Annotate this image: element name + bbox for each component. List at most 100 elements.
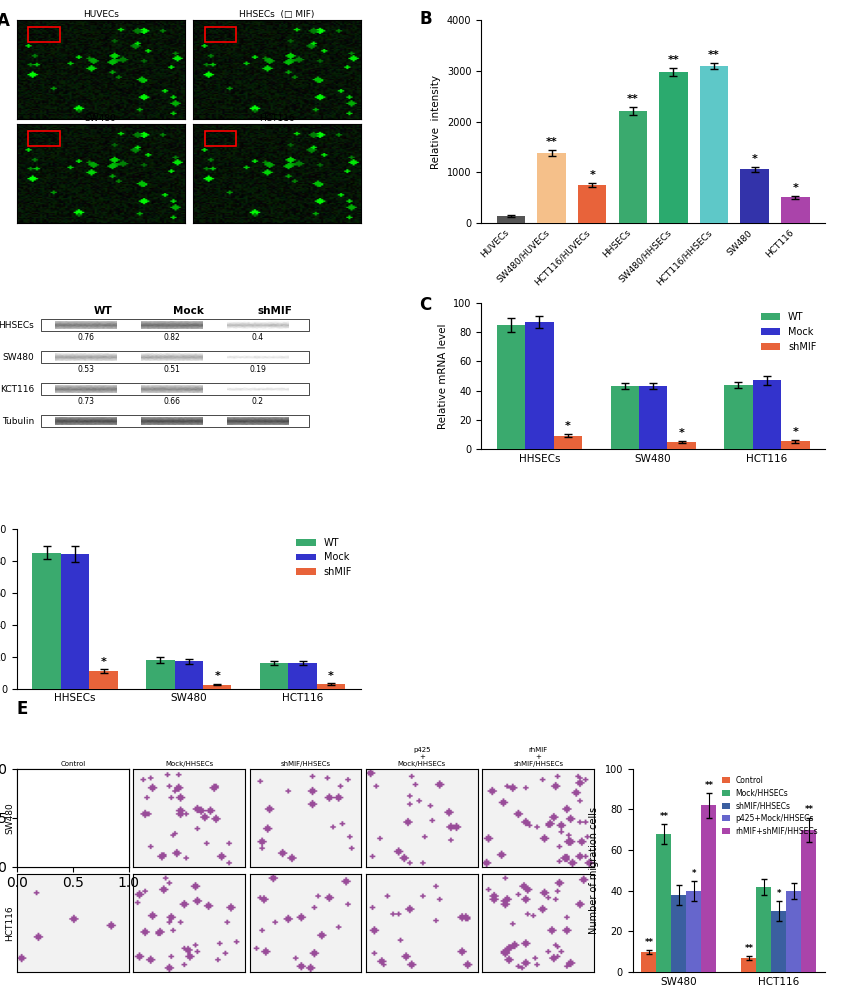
Text: shMIF: shMIF	[258, 307, 292, 316]
Title: HHSECs  (□ MIF): HHSECs (□ MIF)	[239, 10, 315, 19]
Text: Tubulin: Tubulin	[2, 417, 34, 426]
Text: *: *	[776, 889, 781, 898]
Text: *: *	[792, 183, 798, 192]
Text: *: *	[215, 672, 221, 682]
Bar	[701, 806, 717, 972]
Text: *: *	[328, 671, 334, 681]
Bar	[537, 153, 566, 223]
Text: **: **	[708, 50, 720, 60]
Text: **: **	[668, 55, 679, 64]
Bar	[802, 829, 817, 972]
Text: 0.53: 0.53	[77, 365, 94, 374]
Bar	[205, 131, 236, 146]
Title: HCT116: HCT116	[259, 114, 295, 123]
Bar	[639, 386, 668, 448]
Text: 0.82: 0.82	[163, 332, 180, 342]
Text: **: **	[804, 806, 813, 814]
Title: p425
+
Mock/HHSECs: p425 + Mock/HHSECs	[397, 747, 446, 767]
Text: *: *	[792, 428, 798, 437]
Y-axis label: HCT116: HCT116	[5, 906, 14, 941]
Legend: WT, Mock, shMIF: WT, Mock, shMIF	[757, 309, 820, 356]
Title: HUVECs: HUVECs	[83, 10, 119, 19]
Bar	[700, 65, 728, 223]
Legend: WT, Mock, shMIF: WT, Mock, shMIF	[292, 534, 356, 581]
Bar	[724, 385, 753, 448]
Bar	[174, 662, 203, 688]
Text: C: C	[419, 296, 432, 314]
Title: Control: Control	[60, 761, 85, 767]
Legend: Control, Mock/HHSECs, shMIF/HHSECs, p425+Mock/HHSECs, rhMIF+shMIF/HHSECs: Control, Mock/HHSECs, shMIF/HHSECs, p425…	[719, 773, 821, 839]
Bar	[41, 416, 309, 427]
Bar	[61, 555, 89, 688]
Text: A: A	[0, 12, 9, 30]
Text: 0.4: 0.4	[252, 332, 264, 342]
Text: *: *	[589, 170, 595, 180]
Title: rhMIF
+
shMIF/HHSECs: rhMIF + shMIF/HHSECs	[514, 747, 563, 767]
Text: **: **	[659, 811, 669, 820]
Y-axis label: Number of migration cells: Number of migration cells	[589, 806, 599, 934]
Text: *: *	[752, 154, 758, 164]
Bar	[260, 663, 288, 688]
Text: WT: WT	[93, 307, 112, 316]
Text: HHSECs: HHSECs	[0, 320, 34, 329]
Bar	[657, 834, 671, 972]
Y-axis label: SW480: SW480	[5, 802, 14, 833]
Text: **: **	[546, 137, 557, 147]
Text: *: *	[679, 429, 685, 438]
Text: 0.2: 0.2	[252, 397, 264, 406]
Bar	[659, 71, 688, 223]
Bar	[771, 911, 786, 972]
Bar	[642, 951, 657, 972]
Bar	[41, 319, 309, 331]
Text: **: **	[627, 94, 639, 104]
Bar	[668, 442, 695, 448]
Bar	[671, 895, 686, 972]
Text: SW480: SW480	[3, 352, 34, 362]
Text: **: **	[644, 937, 653, 946]
Y-axis label: Relative mRNA level: Relative mRNA level	[438, 323, 448, 429]
Bar	[578, 185, 606, 223]
Text: 0.76: 0.76	[77, 332, 94, 342]
Text: *: *	[100, 657, 106, 667]
Text: 0.66: 0.66	[163, 397, 180, 406]
Text: *: *	[565, 422, 571, 432]
Text: 0.73: 0.73	[77, 397, 94, 406]
Bar	[781, 441, 809, 448]
Title: shMIF/HHSECs: shMIF/HHSECs	[280, 761, 331, 767]
Title: Mock/HHSECs: Mock/HHSECs	[165, 761, 213, 767]
Text: 0.51: 0.51	[163, 365, 180, 374]
Text: **: **	[705, 781, 713, 790]
Bar	[497, 325, 525, 448]
Text: 0.19: 0.19	[249, 365, 266, 374]
Bar	[41, 351, 309, 363]
Bar	[610, 386, 639, 448]
Bar	[740, 170, 769, 223]
Text: **: **	[744, 943, 754, 953]
Bar	[29, 27, 60, 42]
Bar	[554, 435, 582, 448]
Bar	[753, 380, 781, 448]
Bar	[497, 215, 525, 223]
Bar	[203, 684, 232, 688]
Title: SW480: SW480	[85, 114, 116, 123]
Text: KCT116: KCT116	[0, 385, 34, 394]
Text: Mock: Mock	[173, 307, 205, 316]
Bar	[742, 958, 756, 972]
Bar	[619, 111, 647, 223]
Bar	[29, 131, 60, 146]
Bar	[147, 660, 174, 688]
Y-axis label: Relative  intensity: Relative intensity	[431, 74, 441, 169]
Text: B: B	[419, 10, 432, 28]
Bar	[41, 383, 309, 395]
Bar	[686, 891, 701, 972]
Bar	[786, 891, 802, 972]
Bar	[205, 27, 236, 42]
Bar	[89, 671, 118, 688]
Bar	[525, 322, 554, 448]
Bar	[288, 663, 317, 688]
Bar	[756, 887, 771, 972]
Bar	[781, 197, 809, 223]
Bar	[317, 683, 345, 688]
Bar	[33, 553, 61, 688]
Text: E: E	[17, 700, 29, 718]
